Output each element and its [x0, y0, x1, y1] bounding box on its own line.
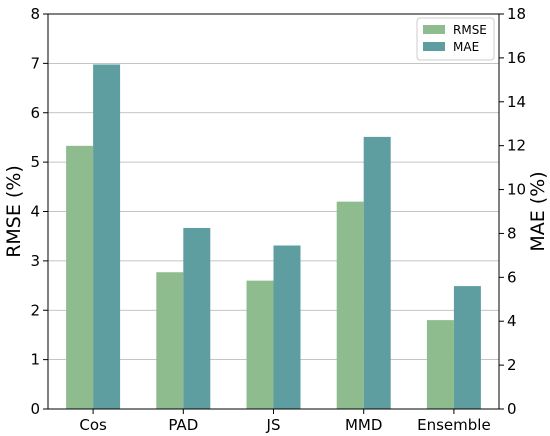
x-tick-label: MMD: [345, 416, 382, 434]
y-tick-label: 8: [30, 5, 40, 23]
bar-mae-cos: [93, 64, 121, 409]
y2-tick-label: 12: [507, 137, 526, 155]
y-axis-title: RMSE (%): [3, 165, 25, 258]
y-tick-label: 2: [30, 301, 40, 319]
bar-mae-mmd: [363, 136, 391, 409]
legend: RMSE MAE: [416, 17, 495, 61]
legend-swatch-rmse: [423, 25, 445, 34]
bar-mae-ensemble: [453, 286, 481, 409]
y-tick-label: 1: [30, 351, 40, 369]
bar-rmse-mmd: [336, 201, 364, 409]
y2-tick-label: 0: [507, 400, 517, 418]
y2-tick-label: 14: [507, 93, 526, 111]
bars: [66, 64, 481, 410]
y2-tick-label: 10: [507, 181, 526, 199]
y2-tick-label: 4: [507, 312, 517, 330]
y-tick-label: 0: [30, 400, 40, 418]
bar-rmse-ensemble: [426, 320, 454, 409]
y2-tick-label: 18: [507, 5, 526, 23]
y-tick-label: 7: [30, 54, 40, 72]
bar-rmse-cos: [66, 145, 94, 410]
x-tick-label: JS: [266, 416, 281, 434]
bar-rmse-pad: [156, 272, 184, 409]
x-tick-label: Cos: [79, 416, 107, 434]
y2-tick-label: 2: [507, 356, 517, 374]
y-tick-label: 4: [30, 203, 40, 221]
y-tick-label: 5: [30, 153, 40, 171]
y-tick-label: 6: [30, 104, 40, 122]
y-tick-label: 3: [30, 252, 40, 270]
legend-label-rmse: RMSE: [453, 23, 487, 37]
legend-label-mae: MAE: [453, 40, 479, 54]
x-tick-label: PAD: [168, 416, 198, 434]
bar-mae-pad: [183, 227, 211, 409]
bar-mae-js: [273, 245, 301, 409]
y2-tick-label: 6: [507, 268, 517, 286]
y2-tick-label: 16: [507, 49, 526, 67]
x-tick-label: Ensemble: [417, 416, 491, 434]
legend-swatch-mae: [423, 42, 445, 51]
bar-rmse-js: [246, 280, 274, 409]
y2-axis-title: MAE (%): [527, 171, 549, 251]
y2-tick-label: 8: [507, 224, 517, 242]
